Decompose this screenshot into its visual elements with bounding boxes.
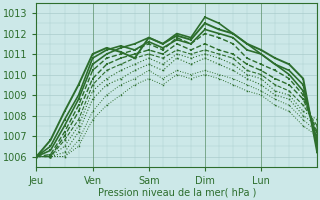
X-axis label: Pression niveau de la mer( hPa ): Pression niveau de la mer( hPa ): [98, 187, 256, 197]
